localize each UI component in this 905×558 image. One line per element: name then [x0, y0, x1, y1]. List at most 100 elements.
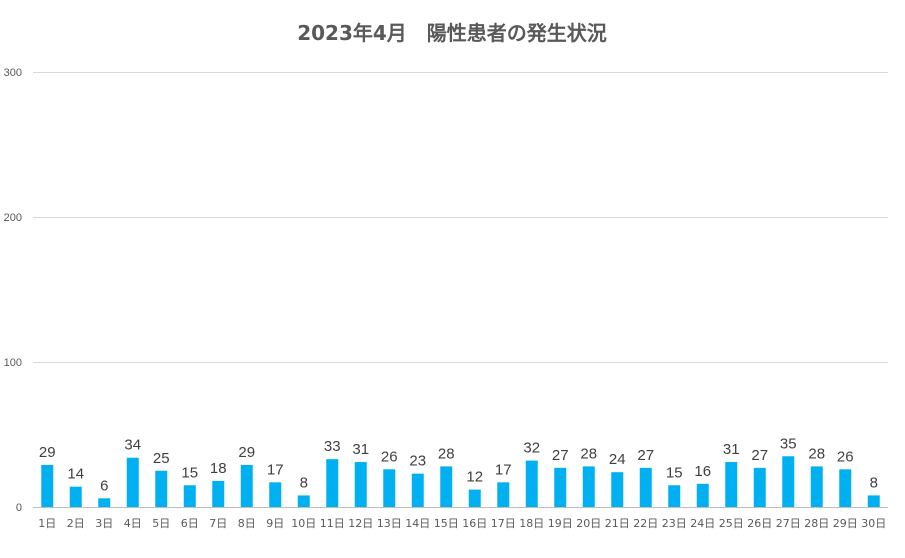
- y-tick-label: 300: [4, 67, 22, 79]
- data-label: 18: [210, 460, 227, 477]
- x-tick-label: 26日: [747, 517, 772, 530]
- data-label: 23: [409, 453, 426, 470]
- x-tick-label: 20日: [576, 517, 601, 530]
- data-label: 14: [67, 466, 84, 483]
- bar-5: [155, 470, 168, 507]
- x-tick-label: 3日: [95, 517, 113, 530]
- data-label: 12: [466, 469, 483, 486]
- chart-title: 2023年4月 陽性患者の発生状況: [297, 21, 607, 45]
- data-label: 28: [438, 445, 455, 462]
- bar-13: [383, 469, 396, 507]
- data-label: 26: [381, 448, 398, 465]
- bar-17: [497, 482, 510, 507]
- bar-20: [582, 466, 595, 507]
- data-label: 24: [609, 451, 626, 468]
- bar-6: [183, 485, 196, 507]
- bar-19: [554, 467, 567, 507]
- y-tick-label: 200: [4, 212, 22, 224]
- x-tick-label: 27日: [776, 517, 801, 530]
- x-axis-ticks: 1日 2日 3日 4日 5日 6日 7日 8日 9日 10日 11日 12日 13日 14日 15日 16日 1…: [38, 517, 886, 530]
- bar-30: [867, 495, 880, 507]
- data-label: 35: [780, 435, 797, 452]
- data-label: 28: [808, 445, 825, 462]
- bar-2: [69, 486, 82, 507]
- x-tick-label: 11日: [320, 517, 345, 530]
- data-label: 25: [153, 450, 170, 467]
- x-tick-label: 25日: [719, 517, 744, 530]
- bar-26: [753, 467, 766, 507]
- x-tick-label: 8日: [238, 517, 256, 530]
- bar-21: [611, 472, 624, 507]
- x-tick-label: 21日: [605, 517, 630, 530]
- x-tick-label: 4日: [124, 517, 142, 530]
- data-label: 27: [637, 447, 654, 464]
- x-tick-label: 14日: [405, 517, 430, 530]
- x-tick-label: 16日: [462, 517, 487, 530]
- bar-8: [240, 464, 253, 507]
- bar-28: [810, 466, 823, 507]
- bar-3: [98, 498, 111, 507]
- x-tick-label: 28日: [804, 517, 829, 530]
- y-tick-label: 0: [16, 502, 22, 514]
- x-tick-label: 2日: [67, 517, 85, 530]
- x-tick-label: 18日: [519, 517, 544, 530]
- data-label: 33: [324, 438, 341, 455]
- data-label: 15: [181, 464, 198, 481]
- x-tick-label: 29日: [833, 517, 858, 530]
- bar-15: [440, 466, 453, 507]
- x-tick-label: 19日: [548, 517, 573, 530]
- x-tick-label: 9日: [266, 517, 284, 530]
- bar-7: [212, 480, 225, 507]
- data-label: 16: [694, 463, 711, 480]
- x-tick-label: 6日: [181, 517, 199, 530]
- x-tick-label: 7日: [209, 517, 227, 530]
- data-label: 31: [723, 441, 740, 458]
- bar-4: [126, 457, 139, 507]
- bar-16: [468, 489, 481, 507]
- bar-1: [41, 464, 54, 507]
- bar-27: [782, 456, 795, 507]
- data-label: 27: [751, 447, 768, 464]
- bar-25: [725, 462, 738, 507]
- bar-18: [525, 460, 538, 507]
- bar-24: [696, 483, 709, 507]
- data-label: 15: [666, 464, 683, 481]
- bar-22: [639, 467, 652, 507]
- x-tick-label: 10日: [291, 517, 316, 530]
- data-label: 29: [39, 444, 56, 461]
- x-tick-label: 24日: [690, 517, 715, 530]
- gridlines: [33, 72, 888, 508]
- x-tick-label: 30日: [861, 517, 886, 530]
- bar-29: [839, 469, 852, 507]
- y-tick-label: 100: [4, 357, 22, 369]
- x-tick-label: 1日: [38, 517, 56, 530]
- x-tick-label: 17日: [491, 517, 516, 530]
- data-label: 27: [552, 447, 569, 464]
- x-tick-label: 23日: [662, 517, 687, 530]
- x-tick-label: 15日: [434, 517, 459, 530]
- bar-12: [354, 462, 367, 507]
- data-label: 6: [100, 477, 108, 494]
- data-label: 31: [352, 441, 369, 458]
- data-label: 34: [124, 437, 141, 454]
- data-label: 29: [238, 444, 255, 461]
- data-label: 17: [267, 461, 284, 478]
- data-labels: 29 14 6 34 25 15 18 29 17 8 33 31 26 23 28 12 17 32 27 28 24…: [39, 435, 878, 494]
- data-label: 26: [837, 448, 854, 465]
- bars: [41, 456, 880, 507]
- bar-10: [297, 495, 310, 507]
- x-tick-label: 12日: [348, 517, 373, 530]
- bar-9: [269, 482, 282, 507]
- data-label: 17: [495, 461, 512, 478]
- bar-11: [326, 459, 339, 507]
- bar-14: [411, 473, 424, 507]
- data-label: 32: [523, 440, 540, 457]
- data-label: 8: [300, 474, 308, 491]
- x-tick-label: 22日: [633, 517, 658, 530]
- x-tick-label: 5日: [152, 517, 170, 530]
- y-axis-ticks: 0 100 200 300: [4, 67, 22, 514]
- data-label: 8: [870, 474, 878, 491]
- x-tick-label: 13日: [377, 517, 402, 530]
- bar-23: [668, 485, 681, 507]
